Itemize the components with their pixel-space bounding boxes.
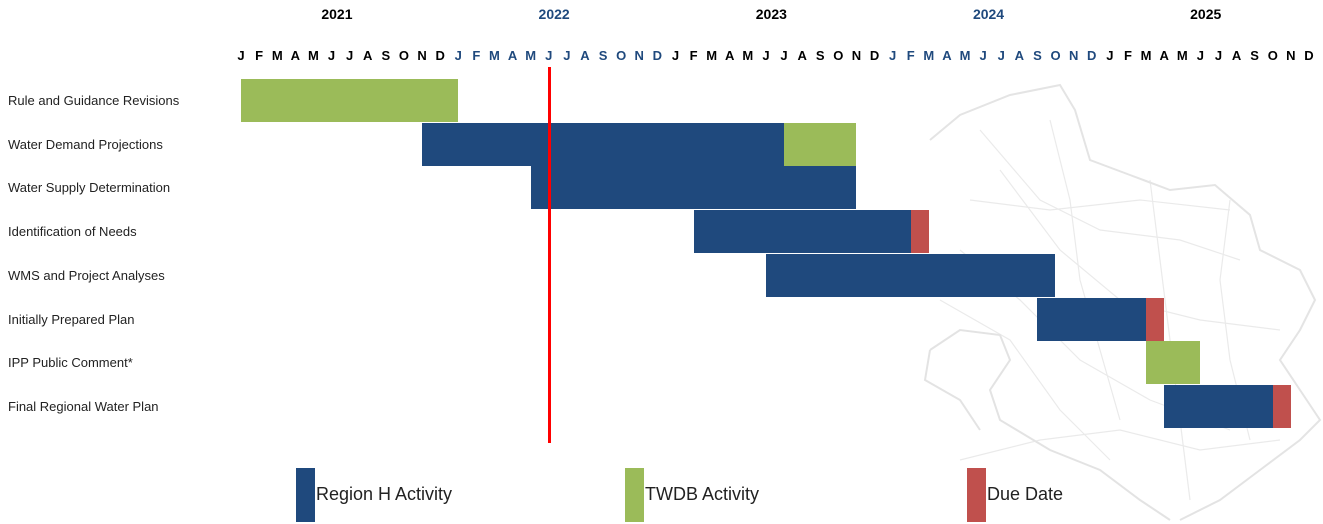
month-label: J <box>563 48 571 63</box>
month-label: J <box>762 48 770 63</box>
month-label: A <box>1231 48 1242 63</box>
month-label: D <box>435 48 445 63</box>
month-label: M <box>742 48 754 63</box>
gantt-bar-twdb <box>241 79 459 122</box>
month-label: D <box>1304 48 1314 63</box>
month-label: J <box>671 48 680 63</box>
month-label: A <box>1014 48 1025 63</box>
gantt-bar-region-h <box>530 166 857 210</box>
gantt-bar-region-h <box>422 122 784 166</box>
gantt-bar-region-h <box>1164 384 1273 428</box>
gantt-bar-twdb <box>1146 341 1201 385</box>
year-label: 2023 <box>755 6 787 22</box>
year-label: 2025 <box>1190 6 1222 22</box>
month-label: J <box>327 48 336 63</box>
year-label: 2024 <box>972 6 1005 22</box>
month-label: F <box>255 48 264 63</box>
month-label: J <box>454 48 462 63</box>
month-label: M <box>1140 48 1152 63</box>
month-label: J <box>889 48 897 63</box>
month-label: D <box>869 48 880 63</box>
month-label: J <box>1214 48 1223 63</box>
month-label: O <box>1267 48 1278 63</box>
month-label: M <box>489 48 500 63</box>
month-label: J <box>1106 48 1114 63</box>
month-label: J <box>346 48 354 63</box>
month-label: O <box>398 48 409 63</box>
gantt-bar-due <box>1272 384 1291 428</box>
month-label: F <box>472 48 481 63</box>
month-label: J <box>780 48 788 63</box>
gantt-bar-due <box>1146 297 1165 341</box>
month-label: M <box>308 48 319 63</box>
month-label: F <box>1123 48 1132 63</box>
task-label: Water Demand Projections <box>8 136 163 152</box>
month-label: N <box>417 48 427 63</box>
gantt-bar-region-h <box>1037 297 1146 341</box>
month-label: D <box>652 48 663 63</box>
month-label: S <box>1033 48 1042 63</box>
month-label: O <box>1050 48 1061 63</box>
month-label: M <box>1176 48 1188 63</box>
month-label: A <box>797 48 807 63</box>
month-label: A <box>290 48 301 63</box>
month-label: J <box>545 48 553 63</box>
task-label: Water Supply Determination <box>8 180 171 196</box>
legend-label-twdb: TWDB Activity <box>645 484 760 504</box>
month-label: S <box>1250 48 1259 63</box>
legend-label-due-date: Due Date <box>987 484 1064 504</box>
year-label: 2021 <box>321 6 353 22</box>
task-label: Final Regional Water Plan <box>8 398 159 414</box>
month-label: D <box>1087 48 1097 63</box>
month-label: N <box>851 48 862 63</box>
month-label: A <box>507 48 518 63</box>
legend-label-region-h: Region H Activity <box>316 484 453 504</box>
month-label: S <box>598 48 608 63</box>
task-label: Identification of Needs <box>8 224 137 240</box>
month-label: A <box>942 48 952 63</box>
month-label: S <box>381 48 391 63</box>
month-label: M <box>271 48 283 63</box>
month-label: J <box>1196 48 1204 63</box>
month-label: A <box>1159 48 1169 63</box>
month-label: F <box>906 48 915 63</box>
task-label: IPP Public Comment* <box>8 355 133 371</box>
current-date-marker <box>547 67 551 443</box>
month-label: M <box>959 48 971 63</box>
gantt-bar-region-h <box>693 210 911 254</box>
month-label: J <box>237 48 245 63</box>
month-label: A <box>363 48 373 63</box>
gantt-bar-region-h <box>765 253 1056 297</box>
month-label: M <box>923 48 935 63</box>
month-label: J <box>979 48 987 63</box>
month-label: O <box>616 48 627 63</box>
gantt-bar-due <box>910 210 929 254</box>
task-label: Rule and Guidance Revisions <box>8 93 180 108</box>
month-label: M <box>525 48 537 63</box>
month-label: M <box>706 48 718 63</box>
gantt-bar-twdb <box>784 122 857 166</box>
legend-swatch-region-h <box>296 468 315 522</box>
month-label: O <box>833 48 844 63</box>
month-label: S <box>815 48 825 63</box>
month-label: J <box>997 48 1005 63</box>
month-label: F <box>689 48 698 63</box>
legend-swatch-twdb <box>625 468 644 522</box>
month-label: N <box>1286 48 1296 63</box>
month-label: A <box>580 48 590 63</box>
month-label: A <box>725 48 735 63</box>
legend-swatch-due-date <box>967 468 986 522</box>
month-label: N <box>1068 48 1079 63</box>
task-label: Initially Prepared Plan <box>8 311 135 327</box>
task-label: WMS and Project Analyses <box>8 267 165 283</box>
year-label: 2022 <box>538 6 570 22</box>
month-label: N <box>634 48 644 63</box>
